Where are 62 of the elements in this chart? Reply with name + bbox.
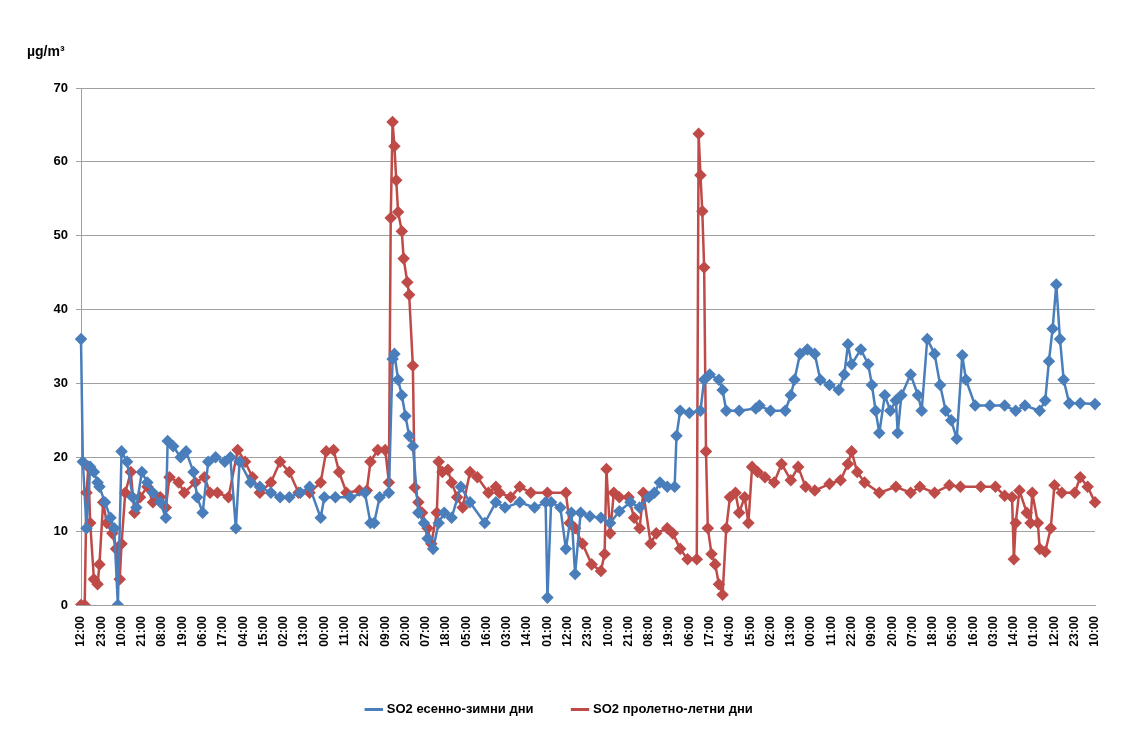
x-tick-label: 11:00: [336, 615, 351, 647]
x-tick-label: 05:00: [945, 615, 960, 647]
x-tick-label: 18:00: [925, 615, 940, 647]
x-tick-label: 15:00: [255, 615, 270, 647]
x-tick-label: 12:00: [1046, 615, 1061, 647]
x-tick-label: 18:00: [438, 615, 453, 647]
x-tick-label: 06:00: [194, 615, 209, 647]
x-tick-label: 01:00: [539, 615, 554, 647]
x-tick-label: 15:00: [742, 615, 757, 647]
x-tick-label: 17:00: [215, 615, 230, 647]
x-tick-label: 16:00: [478, 615, 493, 647]
x-tick-label: 19:00: [174, 615, 189, 647]
y-tick-label: 40: [53, 301, 68, 317]
x-tick-label: 13:00: [296, 615, 311, 647]
x-tick-label: 10:00: [1087, 615, 1102, 647]
x-tick-label: 11:00: [823, 615, 838, 647]
x-tick-label: 13:00: [783, 615, 798, 647]
x-tick-label: 12:00: [560, 615, 575, 647]
x-tick-label: 09:00: [864, 615, 879, 647]
x-tick-label: 20:00: [397, 615, 412, 647]
x-tick-label: 20:00: [884, 615, 899, 647]
x-tick-label: 04:00: [235, 615, 250, 647]
x-tick-label: 07:00: [418, 615, 433, 647]
x-tick-label: 22:00: [843, 615, 858, 647]
x-tick-label: 01:00: [1026, 615, 1041, 647]
y-tick-label: 20: [53, 448, 68, 464]
x-tick-label: 10:00: [113, 615, 128, 647]
x-tick-label: 02:00: [276, 615, 291, 647]
x-tick-label: 08:00: [641, 615, 656, 647]
x-tick-label: 10:00: [600, 615, 615, 647]
x-tick-label: 12:00: [73, 615, 88, 647]
x-tick-label: 07:00: [904, 615, 919, 647]
legend-label: SO2 пролетно-летни дни: [593, 701, 753, 717]
x-tick-label: 17:00: [701, 615, 716, 647]
y-axis-title: µg/m³: [27, 43, 65, 59]
x-tick-label: 03:00: [499, 615, 514, 647]
y-tick-label: 60: [53, 153, 68, 169]
x-tick-label: 21:00: [134, 615, 149, 647]
x-tick-label: 08:00: [154, 615, 169, 647]
x-tick-label: 05:00: [458, 615, 473, 647]
y-tick-label: 30: [53, 375, 68, 391]
x-tick-label: 19:00: [661, 615, 676, 647]
y-tick-label: 10: [53, 522, 68, 538]
y-tick-label: 50: [53, 227, 68, 243]
x-tick-label: 06:00: [681, 615, 696, 647]
x-tick-label: 23:00: [1067, 615, 1082, 647]
x-tick-label: 16:00: [965, 615, 980, 647]
x-tick-label: 22:00: [357, 615, 372, 647]
x-tick-label: 03:00: [985, 615, 1000, 647]
legend-label: SO2 есенно-зимни дни: [386, 701, 534, 717]
x-tick-label: 04:00: [722, 615, 737, 647]
x-tick-label: 21:00: [620, 615, 635, 647]
x-tick-label: 09:00: [377, 615, 392, 647]
y-tick-label: 0: [60, 596, 68, 612]
x-tick-label: 02:00: [762, 615, 777, 647]
x-tick-label: 23:00: [580, 615, 595, 647]
x-tick-label: 00:00: [803, 615, 818, 647]
x-tick-label: 14:00: [519, 615, 534, 647]
x-tick-label: 23:00: [93, 615, 108, 647]
y-tick-label: 70: [53, 79, 68, 95]
x-tick-label: 00:00: [316, 615, 331, 647]
x-tick-label: 14:00: [1006, 615, 1021, 647]
